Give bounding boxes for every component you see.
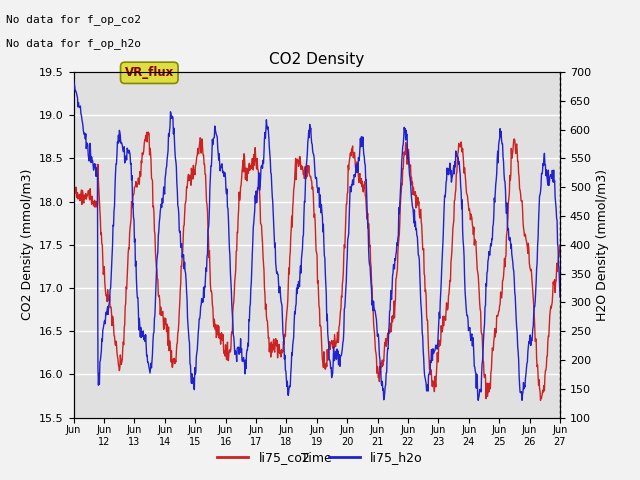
Title: CO2 Density: CO2 Density <box>269 52 364 67</box>
Text: No data for f_op_h2o: No data for f_op_h2o <box>6 38 141 49</box>
Legend: li75_co2, li75_h2o: li75_co2, li75_h2o <box>212 446 428 469</box>
Text: No data for f_op_co2: No data for f_op_co2 <box>6 14 141 25</box>
Y-axis label: CO2 Density (mmol/m3): CO2 Density (mmol/m3) <box>20 169 33 321</box>
X-axis label: Time: Time <box>301 452 332 466</box>
Text: VR_flux: VR_flux <box>125 66 174 79</box>
Y-axis label: H2O Density (mmol/m3): H2O Density (mmol/m3) <box>596 169 609 321</box>
